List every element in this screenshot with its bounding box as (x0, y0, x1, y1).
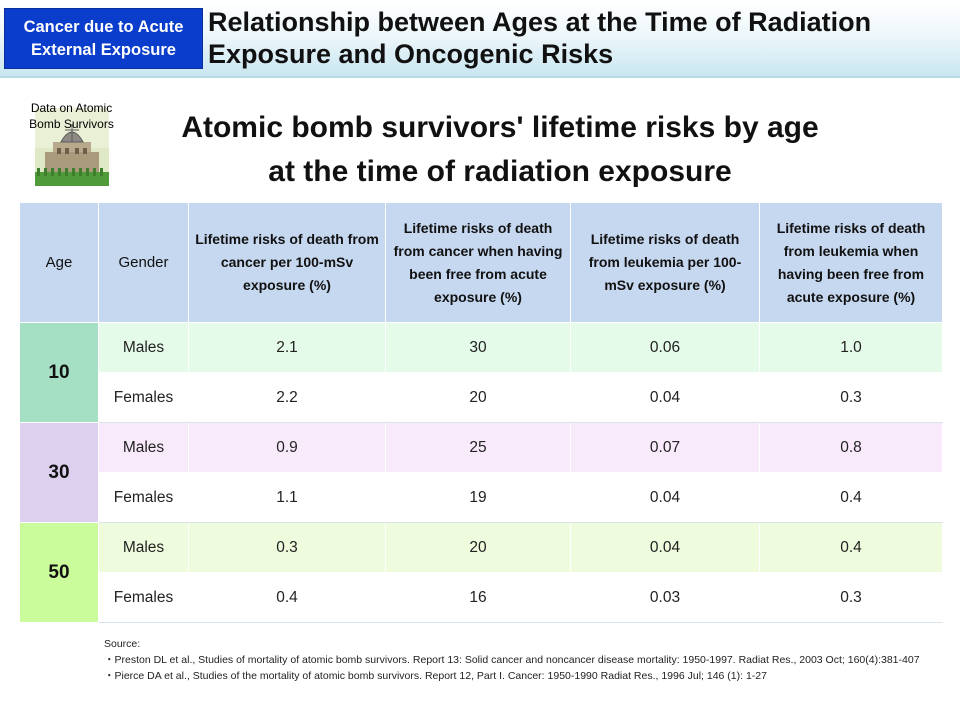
value-cell: 2.2 (188, 372, 386, 423)
gender-cell: Females (98, 372, 189, 423)
source-reference: ・Pierce DA et al., Studies of the mortal… (104, 670, 767, 682)
table-title-line2: at the time of radiation exposure (268, 155, 732, 188)
value-cell: 0.07 (570, 422, 760, 473)
value-cell: 0.4 (759, 472, 943, 523)
gender-cell: Females (98, 472, 189, 523)
value-cell: 25 (385, 422, 571, 473)
table-row: Females 0.4 16 0.03 0.3 (20, 572, 943, 623)
value-cell: 0.4 (759, 522, 943, 573)
age-group-50: 50 Males 0.3 20 0.04 0.4 Females 0.4 16 … (19, 522, 943, 623)
value-cell: 0.06 (570, 322, 760, 373)
value-cell: 0.04 (570, 472, 760, 523)
value-cell: 30 (385, 322, 571, 373)
atomic-bomb-dome-icon (35, 108, 109, 186)
column-header-leukemia-risk-per-100msv: Lifetime risks of death from leukemia pe… (570, 202, 760, 323)
slide-title: Relationship between Ages at the Time of… (208, 6, 953, 70)
value-cell: 0.9 (188, 422, 386, 473)
age-cell: 10 (19, 322, 99, 423)
table-row: 30 Males 0.9 25 0.07 0.8 (19, 422, 943, 523)
table-row: Females 2.2 20 0.04 0.3 (20, 372, 943, 423)
value-cell: 0.3 (188, 522, 386, 573)
value-cell: 0.4 (188, 572, 386, 623)
table-row: Females 1.1 19 0.04 0.4 (20, 472, 943, 523)
category-tag: Cancer due to Acute External Exposure (4, 8, 203, 69)
value-cell: 0.3 (759, 372, 943, 423)
value-cell: 0.8 (759, 422, 943, 473)
age-cell: 50 (19, 522, 99, 623)
table-row: 10 Males 2.1 30 0.06 1.0 (19, 322, 943, 423)
table-header-row: Age Gender Lifetime risks of death from … (19, 202, 943, 323)
column-header-cancer-risk-per-100msv: Lifetime risks of death from cancer per … (188, 202, 386, 323)
value-cell: 0.3 (759, 572, 943, 623)
risk-table-container: Age Gender Lifetime risks of death from … (19, 202, 943, 623)
table-title-line1: Atomic bomb survivors' lifetime risks by… (181, 111, 819, 144)
badge-label-line1: Data on Atomic (30, 101, 113, 115)
value-cell: 0.04 (570, 372, 760, 423)
value-cell: 0.03 (570, 572, 760, 623)
age-group-10: 10 Males 2.1 30 0.06 1.0 Females 2.2 20 … (19, 322, 943, 423)
value-cell: 16 (385, 572, 571, 623)
source-reference: ・Preston DL et al., Studies of mortality… (104, 654, 920, 666)
value-cell: 1.1 (188, 472, 386, 523)
column-header-leukemia-risk-baseline: Lifetime risks of death from leukemia wh… (759, 202, 943, 323)
slide-title-line1: Relationship between Ages at the Time of… (208, 7, 872, 37)
slide-title-line2: Exposure and Oncogenic Risks (208, 39, 614, 69)
source-label: Source: (104, 638, 141, 650)
badge-label-line2: Bomb Survivors (29, 117, 114, 131)
value-cell: 1.0 (759, 322, 943, 373)
data-source-badge: Data on Atomic Bomb Survivors (20, 100, 123, 188)
category-tag-line2: External Exposure (31, 40, 176, 59)
table-title: Atomic bomb survivors' lifetime risks by… (130, 106, 870, 194)
badge-label: Data on Atomic Bomb Survivors (20, 100, 123, 132)
value-cell: 19 (385, 472, 571, 523)
gender-cell: Females (98, 572, 189, 623)
age-group-30: 30 Males 0.9 25 0.07 0.8 Females 1.1 19 … (19, 422, 943, 523)
column-header-gender: Gender (98, 202, 189, 323)
category-tag-line1: Cancer due to Acute (23, 17, 184, 36)
value-cell: 20 (385, 522, 571, 573)
gender-cell: Males (98, 422, 189, 473)
value-cell: 20 (385, 372, 571, 423)
column-header-age: Age (19, 202, 99, 323)
value-cell: 2.1 (188, 322, 386, 373)
gender-cell: Males (98, 322, 189, 373)
value-cell: 0.04 (570, 522, 760, 573)
slide-header: Cancer due to Acute External Exposure Re… (0, 0, 960, 78)
age-cell: 30 (19, 422, 99, 523)
column-header-cancer-risk-baseline: Lifetime risks of death from cancer when… (385, 202, 571, 323)
source-citations: Source: ・Preston DL et al., Studies of m… (104, 636, 944, 684)
risk-table: Age Gender Lifetime risks of death from … (19, 202, 943, 623)
table-row: 50 Males 0.3 20 0.04 0.4 (19, 522, 943, 623)
gender-cell: Males (98, 522, 189, 573)
